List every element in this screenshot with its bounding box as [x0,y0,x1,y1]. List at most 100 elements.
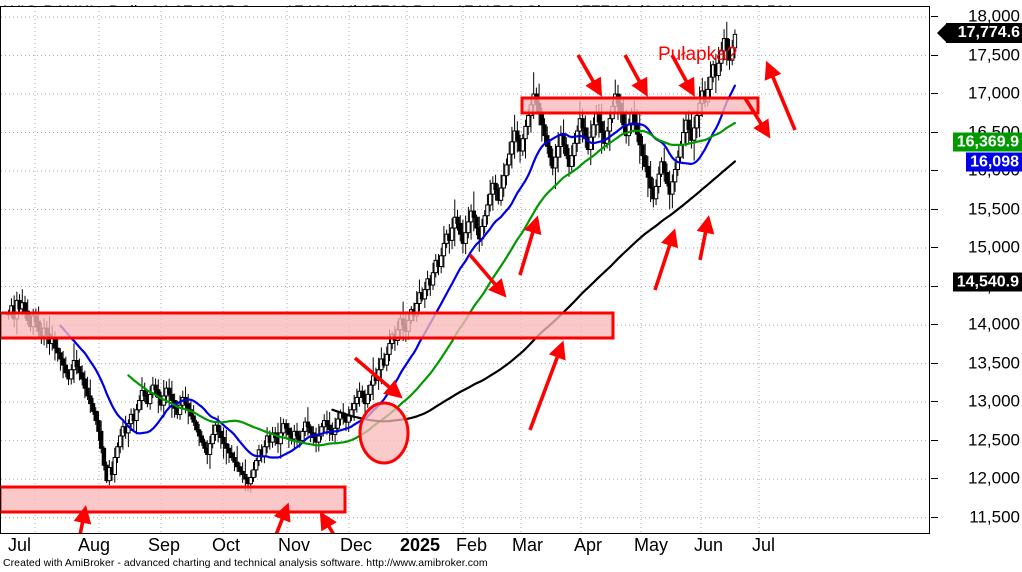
candlestick [77,358,82,381]
candlestick [458,215,463,242]
candle-body-up [694,115,700,129]
candlestick [115,442,120,464]
price-axis-tick [931,516,938,518]
zone-rect [520,96,760,115]
candlestick [82,370,88,399]
candle-body-up [463,232,468,244]
candle-body-up [626,124,632,137]
candle-body-down [621,113,626,126]
candle-body-down [22,302,28,312]
candle-body-up [351,403,357,411]
candlestick [466,206,471,239]
time-axis-label: Nov [278,535,311,555]
candle-body-down [191,415,196,423]
price-chart-plot[interactable]: Pułapka? [0,6,930,534]
candle-body-down [642,155,648,167]
candlestick [90,397,96,415]
candle-body-up [572,142,577,157]
candle-body-down [324,420,330,426]
candle-body-up [354,396,360,405]
annotation-arrow[interactable] [623,54,648,97]
candle-body-down [458,222,463,235]
candlestick [85,376,90,401]
candlestick [670,174,675,209]
candle-body-up [441,242,447,257]
candle-body-down [599,121,604,134]
annotation-ellipse-breakout[interactable] [358,401,410,465]
ma-fast-value-marker: 16,098 [966,152,1022,172]
candle-body-down [96,420,101,432]
time-axis-label: Jul [8,535,32,555]
candle-body-up [607,118,613,132]
candlestick [694,110,700,139]
price-axis-label: 13,000 [968,391,1020,411]
candlestick [69,364,74,385]
candlestick [254,457,259,478]
candle-body-down [474,216,479,229]
candlestick [691,116,697,161]
annotation-arrow[interactable] [670,54,695,97]
annotation-arrow[interactable] [73,505,92,533]
candlestick [79,365,85,386]
candle-body-down [153,384,158,391]
candle-body-down [240,470,245,475]
resistance-zone-upper[interactable] [520,96,760,115]
annotation-arrow[interactable] [353,356,403,399]
candle-body-down [226,447,232,454]
candle-body-down [360,390,365,398]
candle-body-up [254,460,259,471]
candlestick [645,156,651,198]
candle-body-down [640,144,645,157]
annotation-arrow[interactable] [319,511,340,533]
candlestick [640,135,645,171]
candle-body-up [591,124,596,138]
candle-body-up [177,404,183,415]
candlestick [240,462,245,483]
annotation-arrow[interactable] [743,97,771,139]
candle-body-down [60,358,66,366]
candle-body-up [387,343,392,355]
time-axis: Jul Aug Sep Oct Nov Dec 2025 Feb Mar Apr May Jun Jul [0,534,1022,558]
resistance-zone-middle[interactable] [1,311,615,340]
candle-body-down [55,347,60,354]
candle-body-up [384,353,389,366]
candlestick [88,379,93,413]
annotation-arrow[interactable] [468,253,507,298]
annotation-arrow[interactable] [528,340,566,431]
candlestick [672,162,678,192]
annotation-arrow[interactable] [518,215,542,276]
candle-body-down [101,447,107,466]
annotation-arrow[interactable] [764,60,797,131]
candlestick [234,445,240,472]
candle-body-up [569,155,574,167]
candlestick [455,209,460,231]
annotation-arrow[interactable] [696,215,715,261]
candlestick [719,42,724,72]
price-axis[interactable]: 18,00017,50017,00016,50016,00015,50015,0… [931,6,1022,534]
candle-body-down [85,387,90,397]
annotation-arrow[interactable] [272,502,291,533]
annotation-arrow[interactable] [653,228,679,291]
zone-rect [1,311,615,340]
candlestick [196,423,202,447]
candle-body-up [501,175,506,189]
candle-body-down [52,338,58,349]
candle-body-up [319,426,324,437]
candlestick [648,160,653,203]
candlestick [292,424,297,451]
candlestick [169,380,175,418]
candle-body-down [294,430,300,437]
candlestick [335,411,341,433]
price-axis-label: 12,500 [968,430,1020,450]
candle-body-down [215,424,221,432]
annotation-arrow[interactable] [576,54,603,97]
candlestick [542,118,547,144]
support-zone-lower[interactable] [1,485,347,514]
time-axis-label: Apr [574,535,603,555]
candlestick [471,191,477,232]
candle-body-up [487,193,493,206]
price-axis-label: 12,000 [968,468,1020,488]
candlestick [708,61,713,99]
candlestick [74,349,79,375]
price-axis-tick [931,362,938,364]
